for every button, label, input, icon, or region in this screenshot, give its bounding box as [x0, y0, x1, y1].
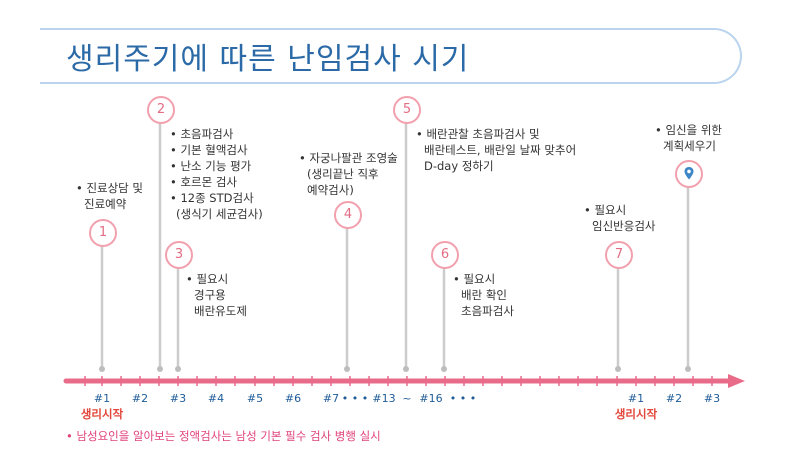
step-5-number: 5 [393, 96, 421, 124]
axis-label-16: #16 [419, 392, 443, 405]
axis-label-2: #2 [131, 392, 149, 405]
step-2-text: • 초음파검사 • 기본 혈액검사 • 난소 기능 평가 • 호르몬 검사 • 12종… [170, 127, 263, 221]
axis-range-sep: ~ [402, 392, 412, 405]
step-6-text: • 필요시 배란 확인 초음파검사 [453, 272, 514, 318]
axis-label-13: #13 [372, 392, 396, 405]
step-stem-dot-8 [685, 366, 691, 372]
axis-ellipsis-2: • • • [449, 392, 477, 405]
step-1-text: • 진료상담 및 진료예약 [76, 181, 143, 211]
axis-ticks [84, 376, 713, 386]
step-stem-dot-1 [99, 366, 105, 372]
axis-label-6: #6 [284, 392, 302, 405]
axis-label-5: #5 [246, 392, 264, 405]
step-stem-dot-6 [441, 366, 447, 372]
step-stem-dot-7 [615, 366, 621, 372]
step-4-number: 4 [334, 201, 362, 229]
step-stems [99, 122, 691, 372]
axis-label-next-3: #3 [703, 392, 721, 405]
axis-label-1: #1 [93, 392, 111, 405]
page-title: 생리주기에 따른 난임검사 시기 [66, 42, 470, 77]
step-stem-dot-2 [157, 366, 163, 372]
step-4-text: • 자궁나팔관 조영술 (생리끝난 직후 예약검사) [299, 151, 398, 197]
cycle-start-label-1: 생리시작 [80, 407, 124, 421]
step-stem-dot-5 [403, 366, 409, 372]
step-2-number: 2 [147, 96, 175, 124]
step-1-number: 1 [89, 219, 117, 247]
step-8-text: • 임신을 위한 계획세우기 [655, 123, 722, 153]
axis-label-next-1: #1 [627, 392, 645, 405]
step-3-number: 3 [165, 241, 193, 269]
step-7-number: 7 [605, 241, 633, 269]
axis-arrow [728, 374, 745, 388]
axis-label-3: #3 [169, 392, 187, 405]
title-frame [40, 28, 742, 84]
location-pin-icon [675, 160, 703, 188]
axis-ellipsis-1: • • • [341, 392, 369, 405]
footnote: • 남성요인을 알아보는 정액검사는 남성 기본 필수 검사 병행 실시 [66, 429, 381, 443]
axis-label-4: #4 [207, 392, 225, 405]
step-5-text: • 배란관찰 초음파검사 및 배란테스트, 배란일 날짜 맞추어 D-day 정하기 [416, 127, 577, 173]
step-3-text: • 필요시 경구용 배란유도제 [186, 272, 247, 318]
step-stem-dot-4 [344, 366, 350, 372]
axis-label-7: #7 [322, 392, 340, 405]
step-7-text: • 필요시 임신반응검사 [584, 203, 656, 233]
cycle-start-label-2: 생리시작 [614, 407, 658, 421]
step-stem-dot-3 [175, 366, 181, 372]
axis-label-next-2: #2 [665, 392, 683, 405]
step-6-number: 6 [431, 241, 459, 269]
